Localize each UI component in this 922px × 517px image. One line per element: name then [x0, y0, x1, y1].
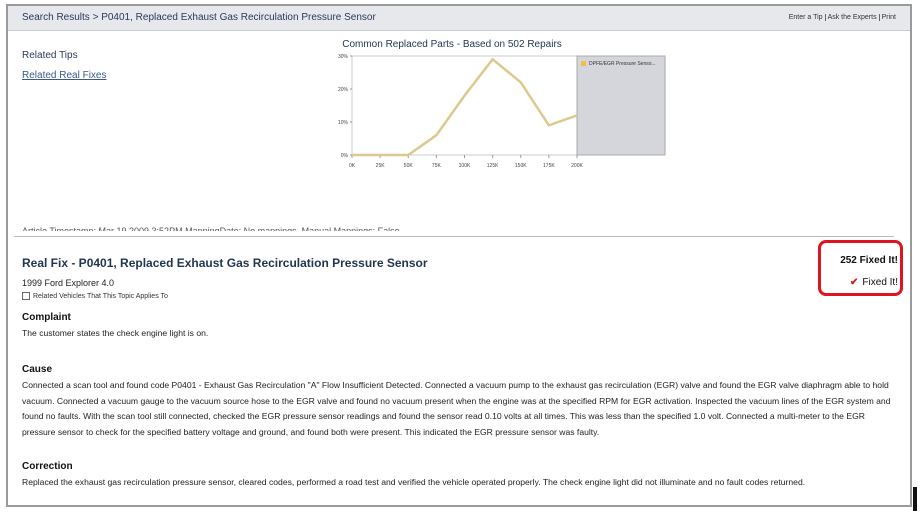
x-tick-label: 0K — [349, 163, 356, 169]
header-link[interactable]: Print — [878, 14, 898, 21]
check-icon: ✔ — [850, 277, 859, 288]
x-tick-label: 25K — [376, 163, 386, 169]
related-vehicles-label[interactable]: Related Vehicles That This Topic Applies… — [33, 292, 168, 300]
section: Correction Replaced the exhaust gas recir… — [22, 461, 897, 491]
section-heading: Complaint — [22, 312, 71, 323]
header-links: Enter a Tip Ask the Experts Print — [787, 14, 898, 21]
x-tick-label: 100K — [459, 163, 471, 169]
x-tick-label: 175K — [543, 163, 555, 169]
fixed-button-label[interactable]: Fixed It! — [862, 277, 898, 288]
plot-area — [351, 55, 578, 156]
header-link[interactable]: Ask the Experts — [824, 14, 879, 21]
legend-swatch — [581, 61, 586, 66]
chart: Common Replaced Parts - Based on 502 Rep… — [338, 39, 666, 169]
related-vehicles[interactable]: Related Vehicles That This Topic Applies… — [22, 292, 168, 300]
fixed-count: 252 Fixed It! — [840, 255, 898, 266]
related-tips[interactable]: Related Tips — [22, 50, 78, 61]
timestamp: Article Timestamp: Mar 19 2009 3:52PM Ma… — [22, 226, 400, 231]
chart-title: Common Replaced Parts - Based on 502 Rep… — [342, 39, 562, 50]
legend-panel — [576, 55, 666, 156]
x-tick-label: 50K — [404, 163, 414, 169]
fixed-button[interactable]: ✔ Fixed It! — [850, 277, 898, 288]
frame — [6, 4, 912, 507]
expand-icon[interactable] — [22, 292, 30, 300]
vehicle: 1999 Ford Explorer 4.0 — [22, 278, 115, 288]
x-tick-label: 75K — [432, 163, 442, 169]
y-tick-label: 0% — [341, 153, 349, 159]
divider — [14, 236, 894, 237]
breadcrumb[interactable]: Search Results > P0401, Replaced Exhaust… — [22, 12, 376, 23]
fix-title: Real Fix - P0401, Replaced Exhaust Gas R… — [22, 256, 428, 270]
y-tick-label: 10% — [338, 120, 349, 126]
highlight-box — [818, 240, 903, 296]
top-bar — [8, 6, 910, 31]
y-tick-label: 30% — [338, 54, 349, 60]
section-heading: Correction — [22, 461, 73, 472]
related-real-fixes[interactable]: Related Real Fixes — [22, 70, 107, 81]
header-link[interactable]: Enter a Tip — [788, 14, 823, 21]
x-tick-label: 200K — [571, 163, 583, 169]
line — [352, 57, 578, 157]
section: Complaint The customer states the check e… — [22, 312, 897, 342]
y-tick-label: 20% — [338, 87, 349, 93]
section-heading: Cause — [22, 364, 53, 375]
section-text: Connected a scan tool and found code P04… — [22, 380, 891, 437]
x-tick-label: 150K — [515, 163, 527, 169]
section-text: Replaced the exhaust gas recirculation p… — [22, 477, 806, 487]
x-tick-label: 125K — [487, 163, 499, 169]
legend-label: DPFE/EGR Pressure Senso... — [589, 61, 656, 67]
section-text: The customer states the check engine lig… — [22, 328, 209, 338]
section: Cause Connected a scan tool and found cod… — [22, 364, 897, 440]
edge-bar — [913, 487, 917, 511]
